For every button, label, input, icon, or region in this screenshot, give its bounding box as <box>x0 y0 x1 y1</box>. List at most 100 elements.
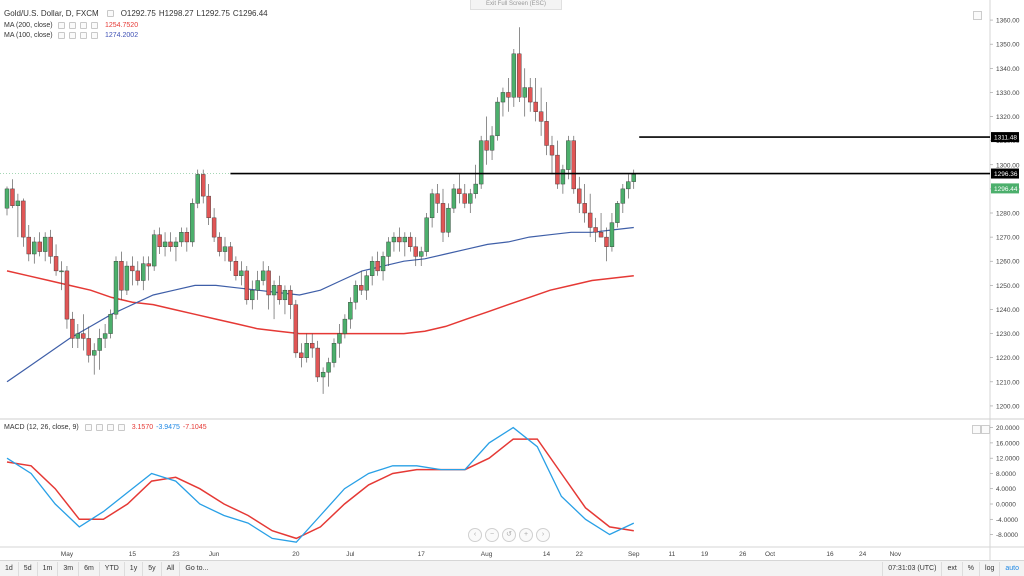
ma200-value: 1254.7520 <box>105 22 139 29</box>
candle <box>217 236 222 252</box>
candle <box>244 270 250 301</box>
candle <box>571 140 576 190</box>
exit-fullscreen-button[interactable]: Exit Full Screen (ESC) <box>470 0 562 10</box>
candle <box>593 227 598 233</box>
eye-icon[interactable] <box>58 22 65 29</box>
candle <box>124 265 130 291</box>
candle <box>168 241 173 247</box>
time-axis-label: May <box>61 551 74 558</box>
timeframe-1y[interactable]: 1y <box>125 561 144 576</box>
candle <box>277 285 282 301</box>
eye-icon[interactable] <box>58 32 65 39</box>
more-icon[interactable] <box>91 22 98 29</box>
zoom-in-icon[interactable]: + <box>519 528 533 542</box>
candle <box>320 371 326 378</box>
scroll-right-icon[interactable]: › <box>536 528 550 542</box>
macd-tick-label: -4.0000 <box>996 517 1018 524</box>
scroll-left-icon[interactable]: ‹ <box>468 528 482 542</box>
price-tick-label: 1300.00 <box>996 162 1020 169</box>
candle <box>266 270 271 296</box>
compare-icon[interactable] <box>973 11 982 20</box>
price-tick-label: 1250.00 <box>996 283 1020 290</box>
candle <box>260 270 266 281</box>
timeframe-5d[interactable]: 5d <box>19 561 38 576</box>
time-axis-label: 19 <box>701 551 709 558</box>
more-icon[interactable] <box>91 32 98 39</box>
ma100-legend: MA (100, close) 1274.2002 <box>4 32 138 39</box>
candle <box>538 111 544 122</box>
candle <box>190 203 195 243</box>
candle <box>342 318 348 334</box>
candle <box>135 270 141 281</box>
candle <box>206 195 211 219</box>
candle <box>48 236 53 257</box>
candle <box>37 241 42 252</box>
candle <box>81 333 86 339</box>
candle <box>304 343 309 358</box>
candle <box>380 256 386 272</box>
timeframe-all[interactable]: All <box>162 561 181 576</box>
ohlc-close: C1296.44 <box>232 9 268 18</box>
candle <box>511 53 517 98</box>
auto-toggle[interactable]: auto <box>999 561 1024 576</box>
time-axis-label: Oct <box>765 551 775 558</box>
time-axis-label: 26 <box>739 551 747 558</box>
candle <box>184 232 190 243</box>
reset-icon[interactable]: ↺ <box>502 528 516 542</box>
pane-close-icon[interactable] <box>981 425 990 434</box>
gear-icon[interactable] <box>95 424 103 431</box>
macd-tick-label: -8.0000 <box>996 532 1018 539</box>
timeframe-6m[interactable]: 6m <box>79 561 100 576</box>
candle <box>102 333 108 339</box>
candle <box>222 246 228 252</box>
zoom-out-icon[interactable]: − <box>485 528 499 542</box>
timeframe-ytd[interactable]: YTD <box>100 561 125 576</box>
percent-toggle[interactable]: % <box>961 561 979 576</box>
candle <box>255 280 260 291</box>
gear-icon[interactable] <box>69 22 76 29</box>
ma200-label: MA (200, close) <box>4 22 53 29</box>
candle <box>451 188 457 209</box>
timeframe-5y[interactable]: 5y <box>143 561 162 576</box>
close-icon[interactable] <box>106 424 114 431</box>
more-icon[interactable] <box>117 424 125 431</box>
timeframe-1m[interactable]: 1m <box>38 561 59 576</box>
candle <box>560 169 566 185</box>
candle <box>337 333 342 344</box>
bottom-toolbar: 1d 5d 1m 3m 6m YTD 1y 5y All Go to... 07… <box>0 560 1024 576</box>
candle <box>326 362 331 373</box>
macd-signal-value: -7.1045 <box>182 424 207 431</box>
ma100-line <box>6 226 634 383</box>
close-icon[interactable] <box>80 32 87 39</box>
time-axis-label: 11 <box>669 551 676 558</box>
candle <box>522 87 527 98</box>
macd-tick-label: 16.0000 <box>996 440 1020 447</box>
timeframe-1d[interactable]: 1d <box>0 561 19 576</box>
candle <box>446 207 451 233</box>
eye-icon[interactable] <box>84 424 92 431</box>
candle <box>271 285 277 296</box>
settings-icon[interactable] <box>106 10 114 17</box>
pane-maximize-icon[interactable] <box>972 425 981 434</box>
ext-toggle[interactable]: ext <box>941 561 961 576</box>
ohlc-high: H1298.27 <box>158 9 194 18</box>
level-label: 1311.48 <box>994 135 1017 142</box>
candle <box>86 338 91 356</box>
log-toggle[interactable]: log <box>979 561 999 576</box>
last-price-label-bg <box>991 183 1019 194</box>
goto-button[interactable]: Go to... <box>185 564 209 572</box>
candle <box>462 193 467 204</box>
candle <box>211 217 217 238</box>
macd-tick-label: 12.0000 <box>996 456 1020 463</box>
ohlc-low: L1292.75 <box>196 9 230 18</box>
gear-icon[interactable] <box>69 32 76 39</box>
candle <box>359 285 364 291</box>
ma200-line <box>6 270 634 335</box>
close-icon[interactable] <box>80 22 87 29</box>
candle <box>598 232 604 238</box>
timeframe-3m[interactable]: 3m <box>58 561 80 576</box>
ma200-legend: MA (200, close) 1254.7520 <box>4 22 138 29</box>
candle <box>397 236 402 243</box>
candle <box>233 261 239 276</box>
